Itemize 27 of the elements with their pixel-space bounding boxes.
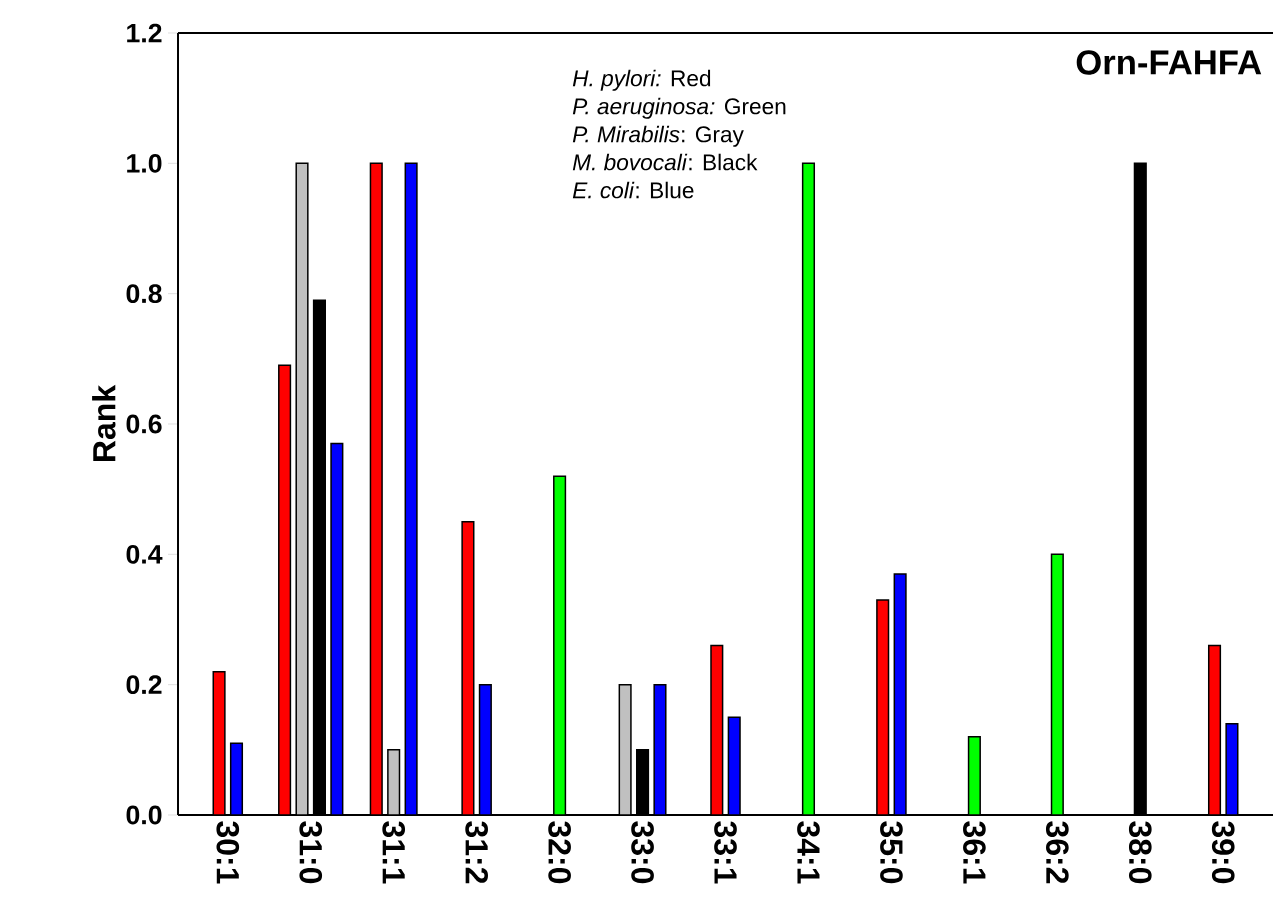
x-tick-label: 39:0 — [1211, 821, 1235, 884]
x-tick-label: 31:2 — [465, 821, 488, 884]
x-tick-label: 34:1 — [797, 821, 820, 884]
x-tick-label: 31:1 — [382, 821, 406, 884]
y-tick-label: 0.0 — [126, 805, 162, 825]
x-tick-label: 36:1 — [963, 821, 986, 884]
y-tick-label: 0.2 — [126, 675, 162, 695]
y-tick-label: 0.8 — [126, 284, 162, 304]
x-tick-label: 33:1 — [714, 821, 737, 884]
x-tick-label: 32:0 — [548, 821, 571, 884]
x-tick-label: 33:0 — [631, 821, 654, 884]
y-tick-label: 0.6 — [126, 414, 162, 434]
y-tick-label: 1.2 — [127, 23, 162, 43]
x-tick-label: 30:1 — [216, 821, 240, 884]
x-tick-label: 31:0 — [299, 821, 323, 884]
annotation: E. coli: Blue — [572, 181, 694, 199]
x-tick-label: 38:0 — [1128, 821, 1152, 884]
y-tick-label: 1.0 — [127, 153, 162, 173]
y-axis-title: Rank — [92, 384, 116, 461]
annotation: M. bovocali: Black — [572, 153, 758, 171]
chart-title: Orn-FAHFA — [1076, 50, 1262, 75]
annotation: P. aeruginosa: Green — [572, 97, 786, 119]
annotation: H. pylori: Red — [572, 69, 711, 91]
annotation: P. Mirabilis: Gray — [572, 125, 744, 147]
y-tick-label: 0.4 — [126, 544, 163, 564]
x-tick-label: 35:0 — [880, 821, 903, 884]
x-tick-label: 36:2 — [1045, 821, 1069, 884]
